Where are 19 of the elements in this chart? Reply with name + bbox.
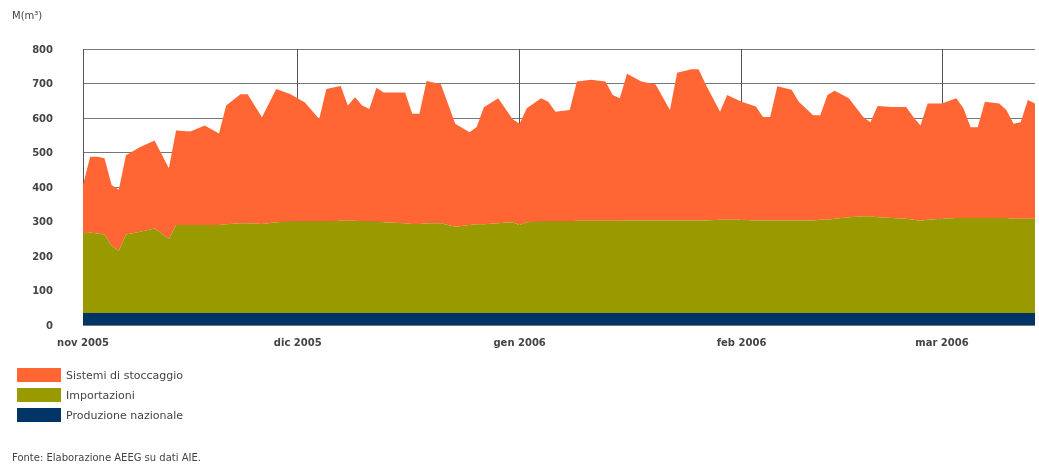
y-tick-label: 600 [32,112,54,124]
x-tick-label: gen 2006 [493,336,546,348]
x-tick-label: dic 2005 [273,336,322,348]
x-tick-label: mar 2006 [915,336,969,348]
y-axis-title: M(m³) [12,9,43,21]
y-tick-label: 800 [32,43,54,55]
legend-label: Produzione nazionale [66,408,184,422]
y-tick-label: 400 [32,181,54,193]
source-note: Fonte: Elaborazione AEEG su dati AIE. [12,451,201,463]
legend-label: Importazioni [66,388,135,402]
x-tick-label: nov 2005 [57,336,109,348]
y-tick-label: 100 [32,285,54,296]
y-tick-label: 0 [46,319,54,331]
y-tick-label: 500 [32,147,54,158]
y-tick-label: 300 [32,216,54,227]
y-tick-label: 700 [32,78,54,89]
legend-label: Sistemi di stoccaggio [66,368,184,382]
y-tick-label: 200 [32,250,54,262]
x-tick-label: feb 2006 [716,336,767,348]
